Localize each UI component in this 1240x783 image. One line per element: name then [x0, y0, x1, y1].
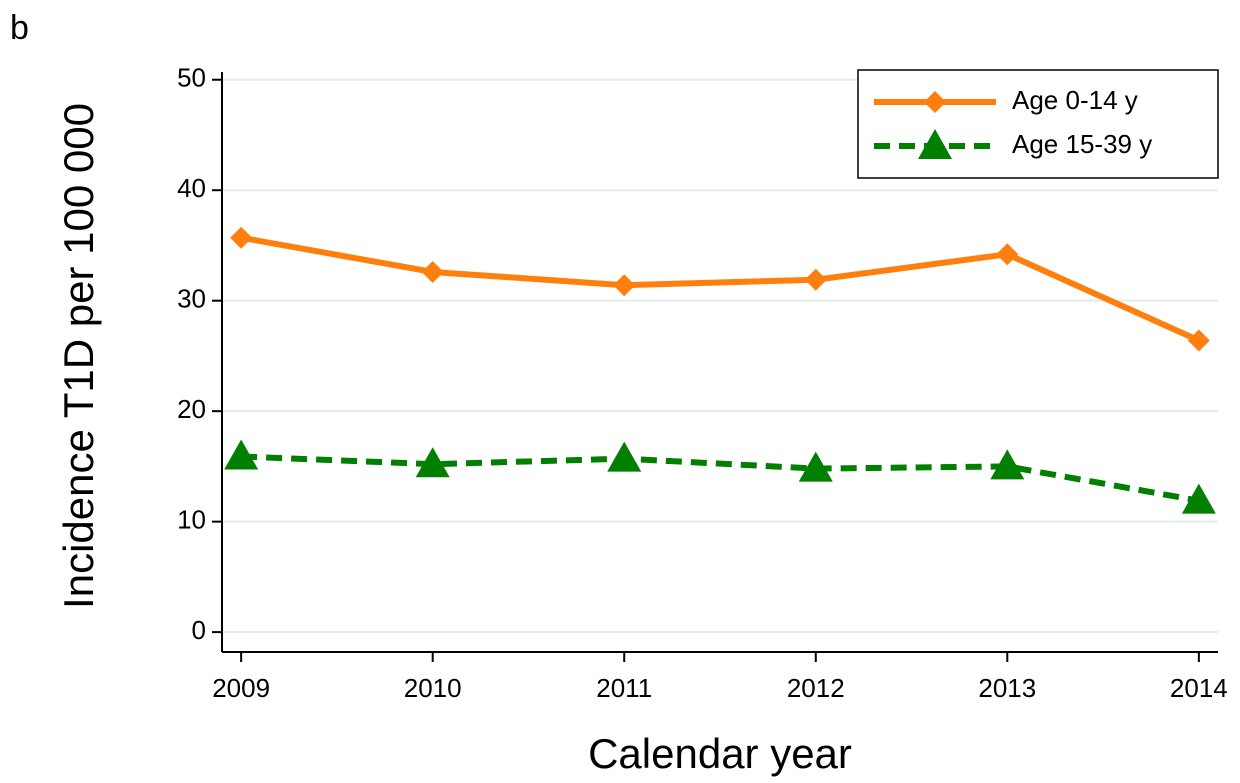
y-tick-label: 0: [192, 615, 206, 645]
data-point: [996, 243, 1019, 266]
y-tick-label: 30: [177, 284, 206, 314]
legend-marker: [918, 129, 952, 159]
y-axis-title: Incidence T1D per 100 000: [55, 103, 102, 609]
y-tick-label: 10: [177, 505, 206, 535]
data-point: [804, 268, 827, 291]
x-tick-label: 2014: [1170, 673, 1228, 703]
panel-label: b: [10, 9, 29, 47]
data-point: [1187, 329, 1210, 352]
data-point: [421, 260, 444, 283]
legend-marker: [924, 91, 946, 113]
x-axis-title: Calendar year: [588, 730, 852, 777]
y-tick-label: 20: [177, 394, 206, 424]
data-point: [798, 451, 833, 482]
data-point: [1181, 483, 1216, 514]
legend-label: Age 0-14 y: [1012, 85, 1138, 115]
data-point: [607, 441, 642, 472]
data-point: [230, 226, 253, 249]
data-point: [990, 449, 1025, 480]
data-point: [224, 439, 259, 470]
series-line: [241, 453, 1200, 504]
data-point: [415, 447, 450, 478]
data-point: [613, 274, 636, 297]
x-tick-label: 2012: [787, 673, 845, 703]
legend-box: [857, 69, 1219, 179]
y-tick-label: 40: [177, 173, 206, 203]
legend-label: Age 15-39 y: [1012, 129, 1152, 159]
x-tick-label: 2009: [212, 673, 270, 703]
x-tick-label: 2010: [404, 673, 462, 703]
x-tick-label: 2013: [978, 673, 1036, 703]
x-tick-label: 2011: [596, 673, 652, 703]
series-line: [240, 234, 1201, 344]
y-tick-label: 50: [177, 63, 206, 93]
